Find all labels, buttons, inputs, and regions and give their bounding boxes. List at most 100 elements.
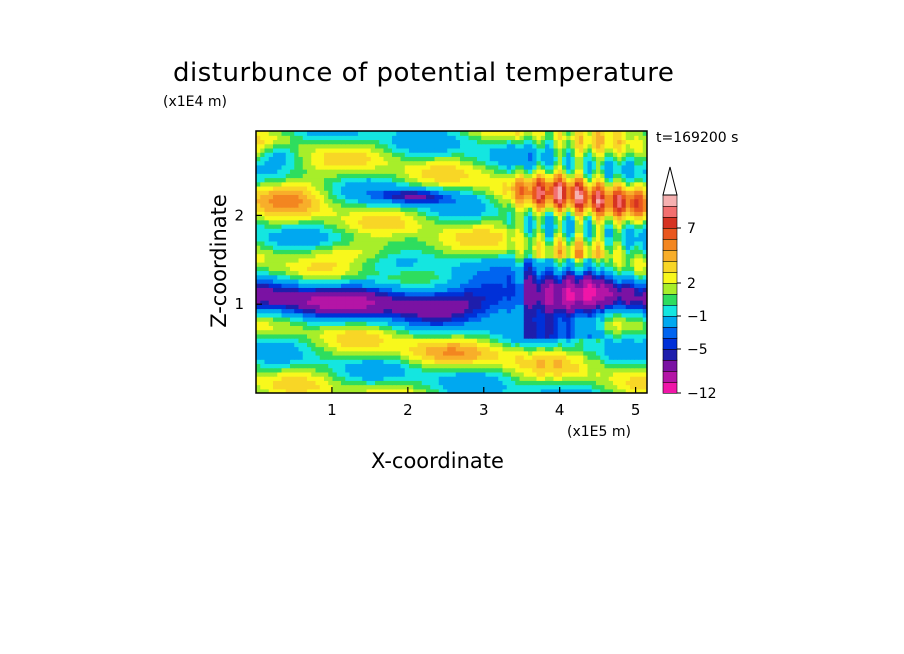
field-cell bbox=[260, 181, 266, 187]
field-cell bbox=[498, 308, 504, 314]
field-cell bbox=[557, 245, 563, 250]
field-cell bbox=[392, 371, 397, 377]
field-cell bbox=[324, 215, 329, 221]
field-cell bbox=[319, 384, 325, 390]
field-cell bbox=[349, 308, 355, 314]
field-cell bbox=[511, 384, 516, 390]
field-cell bbox=[638, 181, 644, 187]
field-cell bbox=[311, 329, 317, 335]
field-cell bbox=[523, 169, 529, 174]
field-cell bbox=[375, 380, 380, 386]
field-cell bbox=[383, 300, 389, 305]
field-cell bbox=[443, 270, 448, 276]
field-cell bbox=[375, 177, 380, 183]
field-cell bbox=[617, 245, 623, 250]
field-cell bbox=[434, 185, 440, 191]
field-cell bbox=[485, 287, 491, 293]
field-cell bbox=[383, 316, 389, 322]
field-cell bbox=[438, 376, 444, 381]
field-cell bbox=[579, 245, 584, 250]
field-cell bbox=[315, 363, 321, 369]
field-cell bbox=[379, 384, 385, 390]
field-cell bbox=[324, 287, 329, 293]
field-cell bbox=[617, 262, 623, 267]
field-cell bbox=[528, 245, 533, 250]
field-cell bbox=[477, 236, 482, 242]
field-cell bbox=[613, 245, 618, 250]
field-cell bbox=[324, 185, 329, 191]
field-cell bbox=[392, 245, 397, 250]
field-cell bbox=[256, 333, 261, 339]
field-cell bbox=[485, 308, 491, 314]
field-cell bbox=[642, 173, 647, 179]
field-cell bbox=[409, 287, 414, 293]
field-cell bbox=[366, 257, 372, 263]
field-cell bbox=[277, 228, 283, 234]
field-cell bbox=[341, 346, 346, 352]
field-cell bbox=[298, 177, 304, 183]
field-cell bbox=[545, 367, 550, 373]
field-cell bbox=[515, 325, 521, 331]
field-cell bbox=[587, 185, 593, 191]
field-cell bbox=[536, 291, 542, 297]
field-cell bbox=[451, 295, 457, 301]
field-cell bbox=[540, 359, 546, 365]
field-cell bbox=[481, 291, 487, 297]
field-cell bbox=[294, 359, 300, 365]
field-cell bbox=[396, 342, 402, 348]
field-cell bbox=[366, 333, 372, 339]
field-cell bbox=[417, 207, 423, 212]
field-cell bbox=[443, 354, 448, 360]
field-cell bbox=[464, 194, 470, 200]
field-cell bbox=[392, 384, 397, 390]
field-cell bbox=[562, 232, 567, 238]
field-cell bbox=[302, 384, 308, 390]
field-cell bbox=[256, 249, 261, 255]
field-cell bbox=[630, 240, 635, 246]
field-cell bbox=[404, 350, 410, 356]
field-cell bbox=[621, 207, 627, 212]
field-cell bbox=[409, 262, 414, 267]
field-cell bbox=[358, 308, 363, 314]
field-cell bbox=[511, 164, 516, 170]
field-cell bbox=[379, 215, 385, 221]
field-cell bbox=[523, 342, 529, 348]
field-cell bbox=[481, 194, 487, 200]
field-cell bbox=[451, 363, 457, 369]
field-cell bbox=[277, 384, 283, 390]
field-cell bbox=[302, 215, 308, 221]
field-cell bbox=[281, 287, 287, 293]
field-cell bbox=[485, 198, 491, 204]
field-cell bbox=[307, 228, 312, 234]
field-cell bbox=[362, 228, 368, 234]
field-cell bbox=[630, 291, 635, 297]
field-cell bbox=[540, 304, 546, 310]
field-cell bbox=[328, 228, 334, 234]
field-cell bbox=[324, 295, 329, 301]
field-cell bbox=[489, 194, 495, 200]
field-cell bbox=[583, 185, 589, 191]
field-cell bbox=[485, 240, 491, 246]
field-cell bbox=[362, 207, 368, 212]
field-cell bbox=[464, 388, 470, 393]
field-cell bbox=[264, 236, 270, 242]
field-cell bbox=[455, 304, 461, 310]
field-cell bbox=[277, 283, 283, 288]
field-cell bbox=[413, 388, 419, 393]
field-cell bbox=[511, 338, 516, 343]
field-cell bbox=[358, 287, 363, 293]
field-cell bbox=[426, 376, 431, 381]
field-cell bbox=[434, 169, 440, 174]
field-cell bbox=[540, 262, 546, 267]
field-cell bbox=[290, 160, 295, 166]
field-cell bbox=[477, 359, 482, 365]
field-cell bbox=[536, 295, 542, 301]
field-cell bbox=[540, 354, 546, 360]
field-cell bbox=[443, 169, 448, 174]
field-cell bbox=[404, 321, 410, 326]
field-cell bbox=[311, 262, 317, 267]
field-cell bbox=[260, 194, 266, 200]
field-cell bbox=[570, 198, 576, 204]
field-cell bbox=[634, 342, 640, 348]
field-cell bbox=[625, 232, 631, 238]
